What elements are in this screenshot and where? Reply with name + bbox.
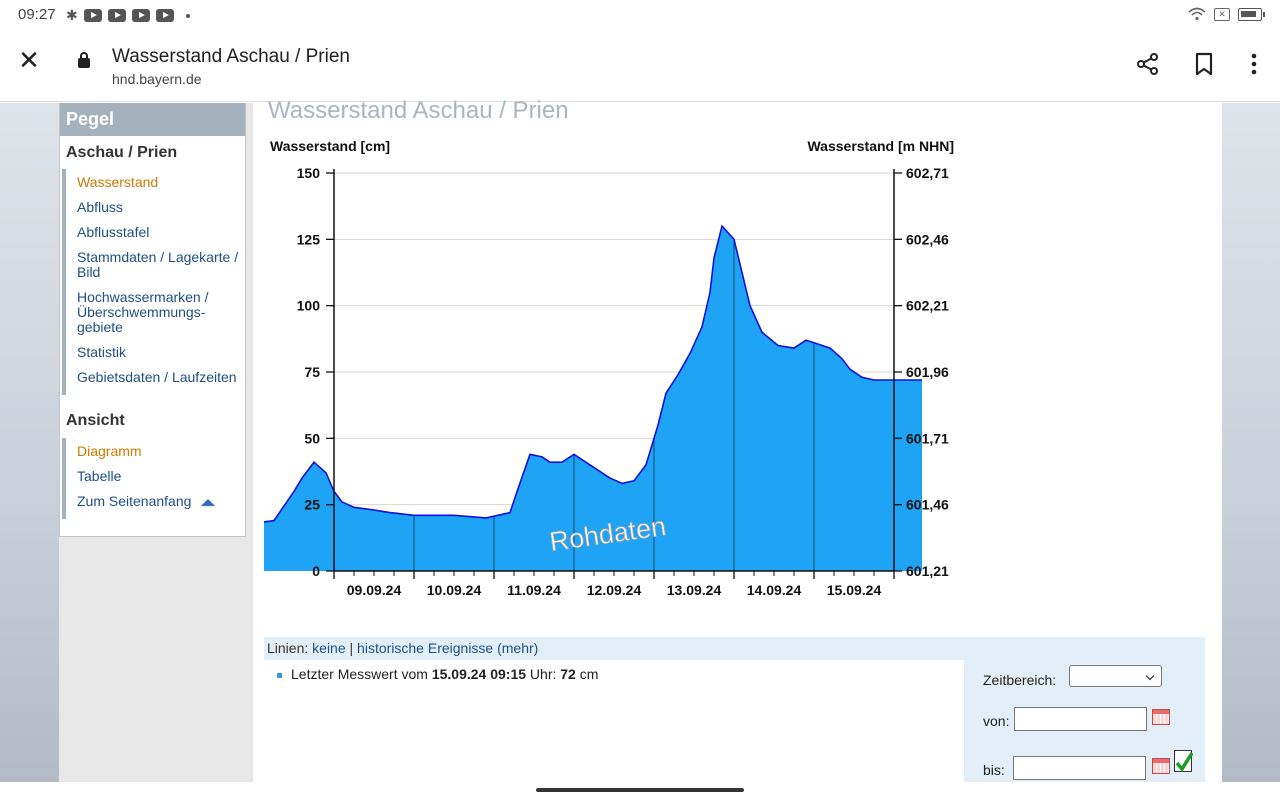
battery-icon <box>1238 7 1265 21</box>
lock-icon[interactable] <box>78 52 90 68</box>
measurement-unit: cm <box>575 666 599 682</box>
y-right-tick-label: 601,46 <box>906 497 949 513</box>
time-range-select[interactable] <box>1069 665 1162 687</box>
apply-checkmark-icon[interactable] <box>1174 750 1193 772</box>
youtube-icon <box>132 9 150 22</box>
view-item-diagramm[interactable]: Diagramm <box>77 443 142 459</box>
x-tick-label: 10.09.24 <box>427 582 482 598</box>
sidebar-item-wasserstand[interactable]: Wasserstand <box>77 174 159 190</box>
page-background: Pegel Aschau / Prien Wasserstand Abfluss… <box>0 97 1280 782</box>
day-divider-lines <box>413 239 815 571</box>
view-nav-group: Diagramm Tabelle Zum Seitenanfang <box>62 438 245 519</box>
last-measurement: Letzter Messwert vom 15.09.24 09:15 Uhr:… <box>277 666 598 682</box>
status-time: 09:27 <box>18 6 56 23</box>
close-icon[interactable]: ✕ <box>18 45 40 75</box>
youtube-icon <box>108 9 126 22</box>
time-filter-panel: Zeitbereich: von: bis: <box>964 660 1205 782</box>
lines-label: Linien: <box>267 640 313 656</box>
y-left-tick-label: 50 <box>304 430 320 446</box>
lines-bar: Linien: keine | historische Ereignisse (… <box>264 637 1205 660</box>
page-url[interactable]: hnd.bayern.de <box>112 71 202 87</box>
water-level-chart: Wasserstand [cm] Wasserstand [m NHN] 0 60… <box>264 138 954 598</box>
view-item-tabelle[interactable]: Tabelle <box>77 468 122 484</box>
system-nav-bar <box>0 782 1280 800</box>
left-column: Pegel Aschau / Prien Wasserstand Abfluss… <box>59 103 253 782</box>
no-sim-icon: ✕ <box>1214 7 1230 21</box>
wifi-icon <box>1188 7 1206 21</box>
sidebar-nav: Pegel Aschau / Prien Wasserstand Abfluss… <box>59 103 246 537</box>
from-date-input[interactable] <box>1014 707 1147 731</box>
x-tick-label: 09.09.24 <box>347 582 402 598</box>
historic-events-link[interactable]: historische Ereignisse <box>357 640 494 656</box>
y-left-axis-label: Wasserstand [cm] <box>270 138 390 154</box>
lines-separator: | <box>345 640 358 656</box>
x-tick-label: 12.09.24 <box>587 582 642 598</box>
y-right-tick-label: 602,46 <box>906 231 949 247</box>
x-tick-label: 14.09.24 <box>747 582 802 598</box>
y-right-axis-label: Wasserstand [m NHN] <box>807 138 954 154</box>
y-right-tick-label: 602,21 <box>906 298 949 314</box>
more-options-icon[interactable] <box>1240 50 1268 78</box>
measurement-datetime: 15.09.24 09:15 <box>431 666 527 682</box>
to-date-input[interactable] <box>1013 756 1146 780</box>
sidebar-item-statistik[interactable]: Statistik <box>77 344 127 360</box>
view-item-top[interactable]: Zum Seitenanfang <box>77 490 245 515</box>
x-tick-label: 13.09.24 <box>667 582 722 598</box>
y-right-tick-label: 602,71 <box>906 165 949 181</box>
notification-icons: ✱ <box>66 7 190 24</box>
y-left-tick-label: 0 <box>312 563 320 579</box>
sidebar-item-abfluss[interactable]: Abfluss <box>77 199 123 215</box>
station-name: Aschau / Prien <box>66 144 178 161</box>
more-link[interactable]: (mehr) <box>497 640 539 656</box>
to-calendar-icon[interactable] <box>1152 758 1170 774</box>
view-item-top-label: Zum Seitenanfang <box>77 493 192 509</box>
bookmark-icon[interactable] <box>1190 50 1218 78</box>
measurement-mid: Uhr: <box>526 666 561 682</box>
sidebar-item-gebietsdaten[interactable]: Gebietsdaten / Laufzeiten <box>77 369 237 385</box>
content-area: Pegel Aschau / Prien Wasserstand Abfluss… <box>59 97 1222 782</box>
sidebar-item-abflusstafel[interactable]: Abflusstafel <box>77 224 150 240</box>
time-range-label: Zeitbereich: <box>983 672 1057 688</box>
browser-toolbar: ✕ Wasserstand Aschau / Prien hnd.bayern.… <box>0 30 1280 102</box>
y-left-tick-label: 25 <box>304 497 320 513</box>
y-left-tick-label: 150 <box>297 165 321 181</box>
water-level-area <box>264 226 922 571</box>
bluetooth-icon: ✱ <box>66 7 78 23</box>
y-left-tick-label: 75 <box>304 364 320 380</box>
bullet-icon <box>277 672 282 678</box>
gesture-handle[interactable] <box>536 788 744 792</box>
sidebar-item-stammdaten[interactable]: Stammdaten / Lagekarte / Bild <box>77 249 239 280</box>
chart-grid <box>334 172 894 572</box>
more-notifications-dot <box>186 13 190 18</box>
youtube-icon <box>156 9 174 22</box>
youtube-icon <box>84 9 102 22</box>
chart-axes: 0 601,21 25 601,46 50 601,71 75 601,96 100 602,21… <box>297 165 949 598</box>
main-title: Wasserstand Aschau / Prien <box>268 97 569 124</box>
from-label: von: <box>983 713 1010 729</box>
water-level-line <box>264 224 922 523</box>
status-bar: 09:27 ✱ ✕ <box>0 0 1280 30</box>
x-tick-label: 15.09.24 <box>827 582 882 598</box>
sidebar-nav-group: Wasserstand Abfluss Abflusstafel Stammda… <box>62 169 245 395</box>
lines-none-link[interactable]: keine <box>312 640 346 656</box>
y-right-tick-label: 601,21 <box>906 563 949 579</box>
x-tick-label: 11.09.24 <box>507 582 561 598</box>
to-label: bis: <box>983 762 1005 778</box>
page-title: Wasserstand Aschau / Prien <box>112 46 350 67</box>
sidebar-header: Pegel <box>60 103 245 136</box>
measurement-prefix: Letzter Messwert vom <box>291 666 432 682</box>
y-left-tick-label: 125 <box>297 231 321 247</box>
system-icons: ✕ <box>1188 7 1265 21</box>
sidebar-item-hochwassermarken[interactable]: Hochwassermarken / Überschwemmungs-gebie… <box>77 289 209 335</box>
arrow-up-icon <box>201 498 216 506</box>
y-right-tick-label: 601,71 <box>906 430 949 446</box>
measurement-value: 72 <box>560 666 576 682</box>
y-right-tick-label: 601,96 <box>906 364 949 380</box>
from-calendar-icon[interactable] <box>1152 709 1170 725</box>
view-header: Ansicht <box>66 412 125 429</box>
y-left-tick-label: 100 <box>297 298 321 314</box>
share-icon[interactable] <box>1134 50 1162 78</box>
